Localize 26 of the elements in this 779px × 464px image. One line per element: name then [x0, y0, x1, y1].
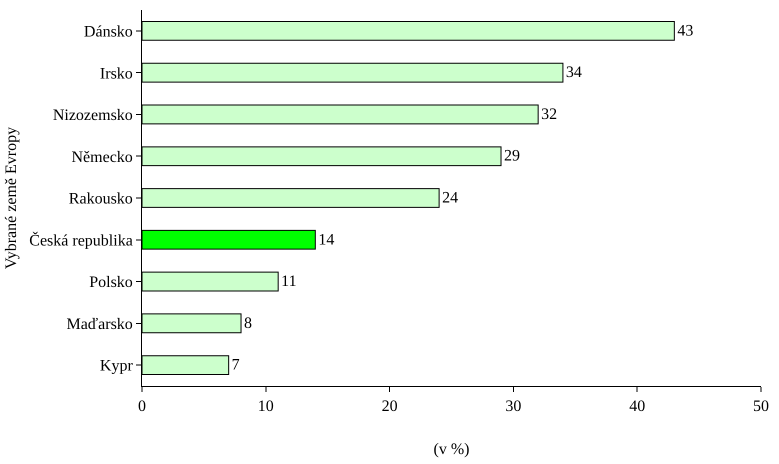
- data-label: 14: [318, 231, 334, 248]
- y-tick-label: Irsko: [100, 65, 133, 82]
- y-tick-label: Dánsko: [84, 23, 133, 40]
- data-label: 34: [566, 64, 582, 82]
- x-tick-label: 20: [382, 398, 398, 416]
- y-tick-label: Kypr: [100, 358, 134, 375]
- x-tick-label: 40: [629, 398, 646, 416]
- y-tick-label: Česká republika: [29, 231, 133, 250]
- x-tick-label: 30: [505, 398, 522, 416]
- y-axis-title: Vybrané země Evropy: [3, 126, 20, 270]
- data-label: 24: [442, 190, 458, 206]
- y-tick-label: Maďarsko: [66, 316, 133, 333]
- data-label: 7: [232, 356, 240, 374]
- data-label: 11: [281, 273, 297, 290]
- x-tick-label: 10: [258, 398, 274, 416]
- data-label: 29: [504, 148, 520, 165]
- y-tick-label: Nizozemsko: [52, 107, 133, 124]
- x-tick-label: 0: [138, 398, 146, 416]
- y-tick-label: Rakousko: [68, 190, 133, 208]
- x-tick-label: 50: [753, 398, 769, 416]
- data-label: 43: [677, 22, 694, 40]
- data-label: 8: [244, 314, 252, 332]
- y-tick-label: Polsko: [89, 274, 133, 292]
- data-label: 32: [541, 106, 558, 123]
- y-tick-label: Německo: [71, 148, 133, 166]
- x-axis-title: (v %): [434, 440, 470, 458]
